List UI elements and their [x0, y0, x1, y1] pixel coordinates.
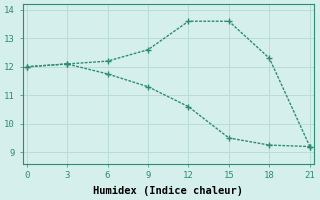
X-axis label: Humidex (Indice chaleur): Humidex (Indice chaleur) — [93, 186, 243, 196]
